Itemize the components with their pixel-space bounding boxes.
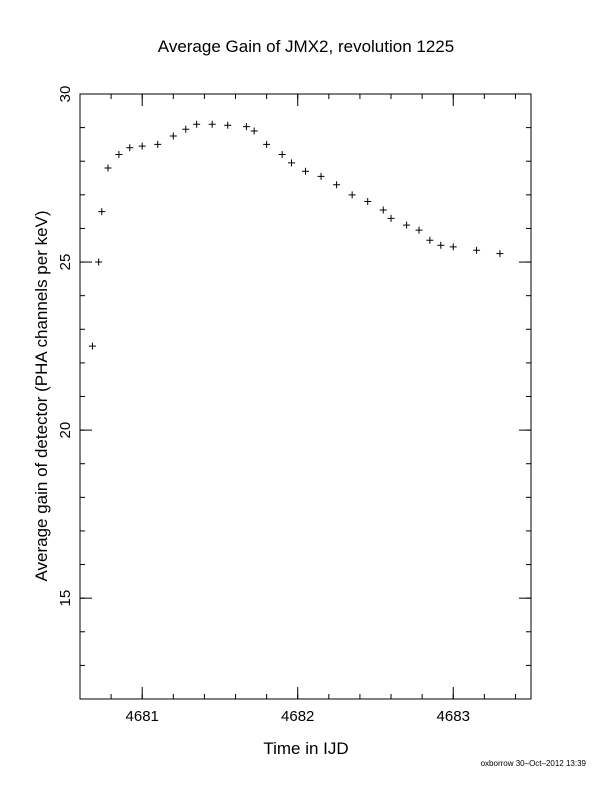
data-point bbox=[387, 214, 395, 222]
data-point bbox=[138, 142, 146, 150]
data-point bbox=[348, 191, 356, 199]
data-markers bbox=[88, 120, 504, 350]
data-point bbox=[224, 121, 232, 129]
data-point bbox=[288, 159, 296, 167]
data-point bbox=[250, 127, 258, 135]
data-point bbox=[263, 140, 271, 148]
data-point bbox=[496, 250, 504, 258]
data-point bbox=[379, 206, 387, 214]
data-point bbox=[115, 151, 123, 158]
x-axis-label: Time in IJD bbox=[263, 739, 348, 758]
data-point bbox=[169, 132, 177, 140]
data-point bbox=[95, 258, 103, 266]
y-tick-label: 25 bbox=[57, 254, 74, 271]
data-point bbox=[437, 241, 445, 249]
data-point bbox=[193, 120, 201, 128]
x-tick-label: 4683 bbox=[437, 708, 470, 725]
plot-frame bbox=[79, 93, 532, 700]
data-point bbox=[208, 120, 216, 128]
data-point bbox=[98, 208, 106, 216]
data-point bbox=[278, 151, 286, 158]
footer-stamp: oxborrow 30–Oct–2012 13:39 bbox=[480, 759, 586, 768]
data-point bbox=[415, 226, 423, 234]
y-axis-label: Average gain of detector (PHA channels p… bbox=[32, 210, 51, 581]
data-point bbox=[104, 164, 112, 172]
x-tick-label: 4682 bbox=[281, 708, 314, 725]
x-axis-ticks: 4681 4682 4683 bbox=[126, 94, 470, 725]
minor-ticks bbox=[79, 93, 531, 700]
data-point bbox=[317, 172, 325, 180]
data-point bbox=[154, 140, 162, 148]
y-tick-label: 30 bbox=[57, 86, 74, 103]
data-point bbox=[364, 198, 372, 206]
data-point bbox=[403, 221, 411, 229]
data-point bbox=[473, 246, 481, 254]
data-point bbox=[182, 125, 190, 133]
data-point bbox=[242, 123, 250, 131]
data-point bbox=[449, 243, 457, 251]
data-point bbox=[88, 342, 96, 350]
data-point bbox=[302, 167, 309, 175]
x-tick-label: 4681 bbox=[126, 708, 159, 725]
chart-title: Average Gain of JMX2, revolution 1225 bbox=[158, 37, 454, 56]
y-axis-ticks: 15 20 25 30 bbox=[57, 86, 531, 607]
data-point bbox=[426, 236, 434, 244]
data-point bbox=[333, 181, 341, 189]
y-tick-label: 15 bbox=[57, 590, 74, 607]
data-point bbox=[126, 144, 134, 152]
y-tick-label: 20 bbox=[57, 422, 74, 439]
